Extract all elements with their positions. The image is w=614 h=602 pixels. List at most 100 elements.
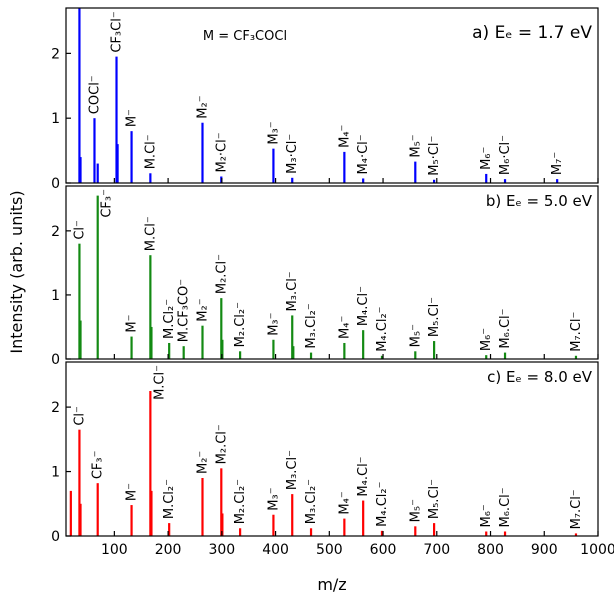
peak <box>79 157 82 183</box>
peak-label: M₂.Cl₂⁻ <box>233 302 248 347</box>
peak <box>130 131 133 183</box>
peak-label: M₄.Cl⁻ <box>356 456 371 496</box>
y-axis-label: Intensity (arb. units) <box>7 190 26 353</box>
panel-frame <box>65 7 599 184</box>
peak-label: M₆⁻ <box>479 147 494 170</box>
peak-label: M₃.Cl⁻ <box>285 271 300 311</box>
peak <box>380 355 384 359</box>
peak-label: M₅⁻ <box>408 499 423 522</box>
peak-label: Cl⁻ <box>72 220 87 240</box>
peak-label: M₄.Cl₂⁻ <box>375 482 390 527</box>
peak-label: M₇.Cl⁻ <box>569 312 584 352</box>
peak-label: M₄.Cl⁻ <box>356 286 371 326</box>
peak <box>433 179 436 183</box>
peak <box>168 523 171 536</box>
peak <box>291 315 294 359</box>
peak-label: M₂⁻ <box>195 451 210 474</box>
peak <box>78 8 81 183</box>
peak-label: M₃⁻ <box>266 312 281 335</box>
x-tick-label: 600 <box>370 542 397 558</box>
peak <box>201 478 204 536</box>
peak <box>414 351 417 359</box>
peak-label: M₅.Cl⁻ <box>427 297 442 337</box>
peak <box>221 513 224 536</box>
x-tick-label: 200 <box>155 542 182 558</box>
peak-label: M₄⁻ <box>337 316 352 339</box>
x-tick-label: 500 <box>316 542 343 558</box>
peak-label: M₆.Cl⁻ <box>498 487 513 527</box>
peak <box>272 148 275 183</box>
panel-frame <box>65 361 599 537</box>
peak <box>130 336 133 359</box>
peak-label: M₃⁻ <box>266 121 281 144</box>
peak <box>556 179 559 183</box>
peak-label: M₃.Cl₂⁻ <box>304 479 319 524</box>
peak-label: M₂.Cl₂⁻ <box>233 479 248 524</box>
peak <box>272 339 275 359</box>
peak <box>291 494 294 536</box>
peak <box>485 355 488 359</box>
panel-title: b) Eₑ = 5.0 eV <box>486 192 593 210</box>
y-tick-label: 2 <box>51 224 60 240</box>
peak-label: COCl⁻ <box>87 75 102 114</box>
peak-label: M⁻ <box>125 483 140 501</box>
peak <box>343 151 346 183</box>
y-tick-label: 2 <box>51 46 60 62</box>
peak <box>220 298 223 359</box>
peak <box>433 523 436 536</box>
y-tick-label: 2 <box>51 400 60 416</box>
peak <box>343 342 346 359</box>
y-tick-label: 0 <box>51 352 60 368</box>
x-tick-label: 300 <box>208 542 235 558</box>
peak-label: M₅.Cl⁻ <box>427 479 442 519</box>
peak-label: M₆.Cl⁻ <box>498 308 513 348</box>
peak <box>292 346 295 359</box>
peak <box>414 526 417 536</box>
peak-label: M₃⁻ <box>266 487 281 510</box>
peak-label: M₆⁻ <box>479 504 494 527</box>
peak <box>574 533 578 536</box>
peak-label: M₇⁻ <box>550 152 565 175</box>
peak <box>362 330 365 359</box>
peak <box>115 56 118 183</box>
peak-label: M.Cl⁻ <box>143 134 158 169</box>
peak <box>78 429 81 536</box>
peak-label: M₂·Cl⁻ <box>214 132 229 172</box>
peak <box>93 118 96 183</box>
peak <box>362 178 365 183</box>
y-tick-label: 1 <box>51 465 60 481</box>
peak <box>96 163 99 183</box>
peak-label: M.Cl⁻ <box>152 365 167 400</box>
peak <box>220 468 223 536</box>
peak-label: CF₃Cl⁻ <box>110 11 125 52</box>
panel-title: a) Eₑ = 1.7 eV <box>472 23 592 43</box>
peak <box>503 352 507 359</box>
panel-frame <box>65 185 599 360</box>
x-tick-label: 900 <box>531 542 558 558</box>
peak-label: M₂.Cl⁻ <box>214 254 229 294</box>
peak-label: M₆⁻ <box>479 328 494 351</box>
y-tick-label: 0 <box>51 176 60 192</box>
peak-label: M⁻ <box>125 314 140 332</box>
peak <box>239 528 242 536</box>
peak-label: M.CF₃CO⁻ <box>177 279 192 342</box>
peak-label: Cl⁻ <box>72 406 87 426</box>
plot-area <box>78 8 559 183</box>
peak-label: M⁻ <box>125 109 140 127</box>
peak <box>201 122 204 183</box>
peak <box>309 528 313 536</box>
peak-label: M₄⁻ <box>337 491 352 514</box>
peak <box>79 320 82 359</box>
plot-area <box>78 195 578 359</box>
peak <box>150 490 153 536</box>
peak <box>291 177 294 183</box>
peak-label: M₅·Cl⁻ <box>427 136 442 176</box>
peak-label: M₂⁻ <box>195 95 210 118</box>
peak <box>116 144 119 183</box>
peak-label: M₄.Cl₂⁻ <box>375 306 390 351</box>
peak-label: M.Cl₂⁻ <box>162 479 177 519</box>
peak-label: M₃.Cl⁻ <box>285 450 300 490</box>
x-tick-label: 700 <box>423 542 450 558</box>
